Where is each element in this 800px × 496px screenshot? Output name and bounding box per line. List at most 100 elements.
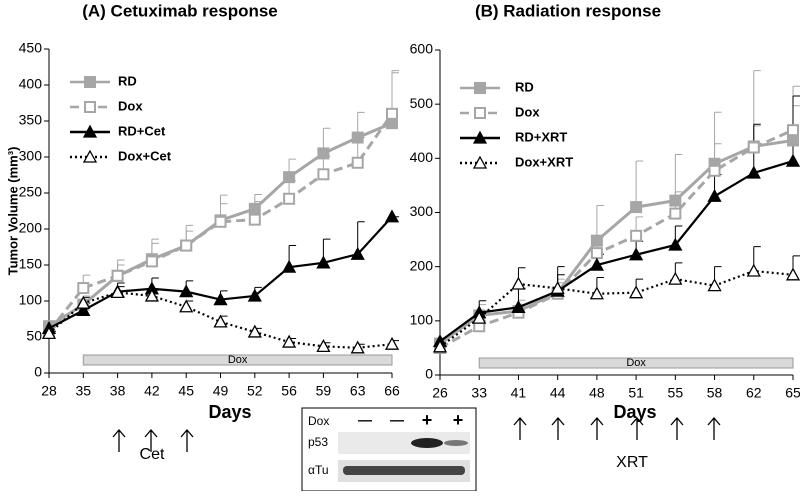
- blot-band: [444, 440, 468, 446]
- marker: [668, 271, 683, 285]
- x-tick-label: 62: [746, 385, 762, 401]
- marker: [787, 124, 799, 137]
- marker: [630, 201, 643, 214]
- blot-band: [411, 438, 443, 448]
- legend-label: Dox+Cet: [118, 148, 172, 163]
- legend-label: Dox: [118, 98, 143, 113]
- error-bar: [391, 70, 399, 114]
- blot-band: [343, 466, 465, 475]
- y-tick-label: 200: [19, 220, 43, 236]
- marker: [76, 303, 91, 317]
- y-tick-label: 0: [425, 366, 433, 382]
- marker: [384, 336, 400, 350]
- marker: [247, 288, 262, 302]
- blot-label: p53: [308, 435, 328, 449]
- marker: [283, 171, 296, 184]
- x-tick-label: 65: [785, 385, 800, 401]
- marker: [629, 285, 644, 299]
- blot-status: —: [390, 412, 404, 428]
- western-blot: Dox p53 αTu — — + +: [301, 407, 477, 492]
- x-tick-label: 55: [668, 385, 684, 401]
- series-line: [439, 128, 794, 350]
- marker: [787, 134, 799, 147]
- marker: [746, 263, 761, 277]
- x-tick-label: 52: [247, 383, 263, 399]
- legend-label: Dox+XRT: [515, 154, 573, 169]
- y-tick-label: 100: [19, 292, 43, 308]
- x-tick-label: 44: [550, 385, 566, 401]
- marker: [669, 207, 682, 220]
- x-axis-label: Days: [613, 402, 656, 422]
- x-tick-label: 66: [384, 383, 400, 399]
- x-tick-label: 48: [589, 385, 605, 401]
- marker: [317, 168, 330, 181]
- blot-label: Dox: [308, 414, 329, 428]
- marker: [144, 288, 159, 302]
- y-tick-label: 50: [26, 328, 42, 344]
- marker: [214, 215, 227, 228]
- marker: [317, 147, 330, 160]
- marker: [247, 324, 262, 338]
- marker: [707, 278, 722, 292]
- marker: [472, 155, 488, 169]
- x-tick-label: 33: [471, 385, 487, 401]
- series-line: [439, 159, 794, 343]
- error-bar: [753, 70, 761, 147]
- legend-label: RD: [515, 79, 534, 94]
- error-bar: [714, 111, 722, 164]
- treatment-arrows: [112, 417, 721, 452]
- marker: [82, 124, 98, 138]
- x-tick-label: 26: [432, 385, 448, 401]
- marker: [111, 269, 124, 282]
- x-tick-label: 58: [707, 385, 723, 401]
- y-tick-label: 400: [19, 76, 43, 92]
- marker: [350, 246, 365, 260]
- marker: [145, 255, 158, 268]
- marker: [747, 141, 760, 154]
- legend-label: Dox: [515, 104, 540, 119]
- marker: [550, 280, 565, 294]
- blot-label: αTu: [308, 463, 329, 477]
- marker: [351, 131, 364, 144]
- marker: [110, 285, 125, 299]
- marker: [629, 247, 644, 261]
- y-tick-label: 500: [410, 95, 434, 111]
- marker: [282, 259, 297, 273]
- x-tick-label: 59: [316, 383, 332, 399]
- error-bar: [635, 160, 644, 208]
- marker: [179, 299, 194, 313]
- legend-label: RD: [118, 73, 137, 88]
- marker: [785, 153, 800, 167]
- marker: [474, 107, 486, 119]
- marker: [316, 255, 331, 269]
- series-line: [439, 269, 794, 348]
- marker: [511, 299, 526, 313]
- marker: [316, 339, 331, 353]
- marker: [282, 334, 297, 348]
- y-tick-label: 600: [410, 41, 434, 57]
- y-tick-label: 250: [19, 184, 43, 200]
- x-tick-label: 45: [178, 383, 194, 399]
- marker: [785, 267, 800, 281]
- y-axis-label: Tumor Volume (mm³): [5, 147, 20, 276]
- marker: [472, 130, 488, 144]
- x-tick-label: 28: [41, 383, 57, 399]
- y-tick-label: 300: [19, 148, 43, 164]
- x-tick-label: 42: [144, 383, 160, 399]
- marker: [180, 239, 193, 252]
- y-tick-label: 300: [410, 203, 434, 219]
- blot-status: +: [422, 410, 433, 430]
- y-tick-label: 400: [410, 149, 434, 165]
- series-line: [48, 216, 393, 330]
- marker: [179, 284, 194, 298]
- marker: [384, 209, 400, 223]
- chart-title: (A) Cetuximab response: [82, 1, 278, 20]
- series-line: [439, 138, 794, 345]
- x-tick-label: 49: [213, 383, 229, 399]
- x-axis-label: Days: [208, 402, 251, 422]
- y-tick-label: 0: [34, 364, 42, 380]
- marker: [669, 194, 682, 207]
- marker: [76, 295, 91, 309]
- y-tick-label: 450: [19, 40, 43, 56]
